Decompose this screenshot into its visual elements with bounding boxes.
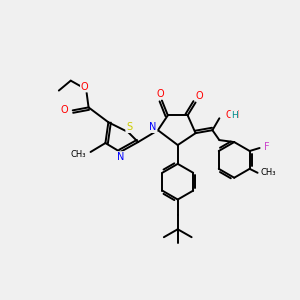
Text: O: O	[61, 105, 69, 116]
Text: O: O	[156, 88, 164, 98]
Text: S: S	[126, 122, 132, 132]
Text: F: F	[264, 142, 269, 152]
Text: H: H	[231, 111, 238, 120]
Text: OH: OH	[225, 110, 240, 120]
Text: O: O	[81, 82, 88, 92]
Text: O: O	[196, 91, 203, 100]
Text: CH₃: CH₃	[261, 168, 276, 177]
Text: N: N	[117, 152, 124, 162]
Text: N: N	[149, 122, 157, 132]
Text: CH₃: CH₃	[71, 151, 86, 160]
